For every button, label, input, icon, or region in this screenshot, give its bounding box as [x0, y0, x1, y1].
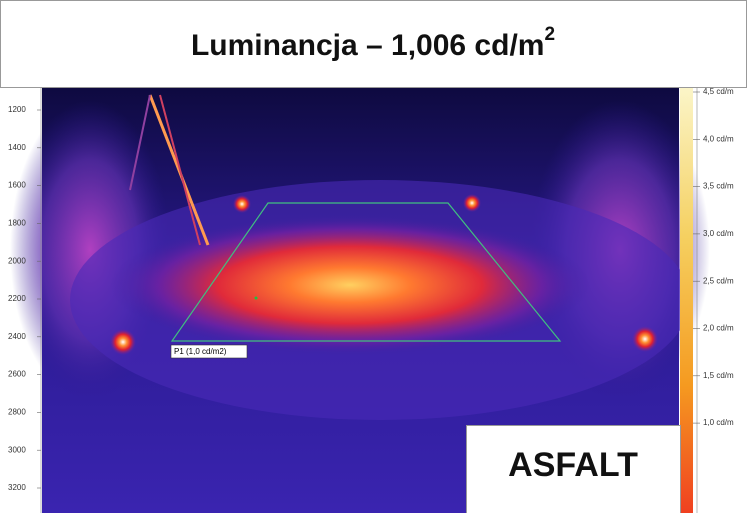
scale-label: 3,5 cd/m: [703, 182, 734, 191]
slide: P1 (1,0 cd/m2) 4,5 cd/m 4,0 cd/m 3,5 cd/m 3…: [0, 0, 747, 513]
surface-label: ASFALT: [508, 446, 638, 484]
scale-label: 3,0 cd/m: [703, 229, 734, 238]
title: Luminancja – 1,006 cd/m2: [191, 24, 555, 62]
scale-label: 4,5 cd/m: [703, 87, 734, 96]
lamp: [463, 194, 481, 212]
ruler-label: 1800: [8, 219, 26, 228]
lamp: [632, 326, 658, 352]
title-superscript: 2: [544, 24, 555, 45]
ruler-label: 2000: [8, 256, 26, 265]
ruler-label: 2800: [8, 408, 26, 417]
measurement-point: [255, 297, 258, 300]
ruler-label: 1200: [8, 105, 26, 114]
ruler-label: 2600: [8, 370, 26, 379]
scale-label: 2,0 cd/m: [703, 324, 734, 333]
scale-label: 1,5 cd/m: [703, 371, 734, 380]
lamp: [233, 195, 251, 213]
scale-label: 1,0 cd/m: [703, 418, 734, 427]
lamp: [110, 329, 136, 355]
ruler-label: 1600: [8, 181, 26, 190]
scale-label: 4,0 cd/m: [703, 134, 734, 143]
scale-label: 2,5 cd/m: [703, 276, 734, 285]
ruler-label: 2400: [8, 332, 26, 341]
color-scale: [680, 88, 693, 513]
ruler-label: 2200: [8, 294, 26, 303]
ruler-label: 3000: [8, 445, 26, 454]
ruler-label: 1400: [8, 143, 26, 152]
title-text: Luminancja – 1,006 cd/m: [191, 29, 544, 62]
road-hotspot: [110, 215, 590, 355]
ruler-label: 3200: [8, 483, 26, 492]
measurement-label: P1 (1,0 cd/m2): [174, 347, 227, 356]
